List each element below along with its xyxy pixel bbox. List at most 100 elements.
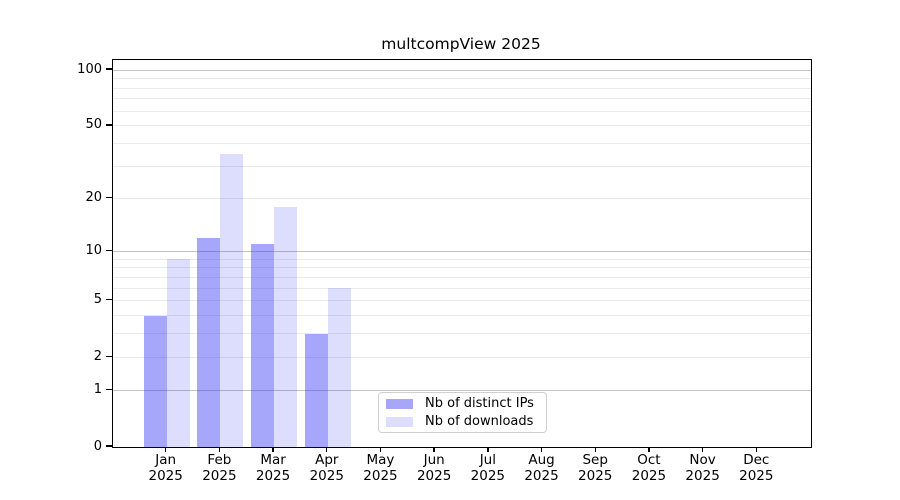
- month-label: Jan: [155, 452, 177, 468]
- x-tick: [648, 447, 650, 453]
- gridline-major: [113, 389, 811, 391]
- bar-distinct-ips-apr: [304, 333, 328, 447]
- year-label: 2025: [685, 467, 720, 484]
- x-tick: [487, 447, 489, 453]
- bar-distinct-ips-mar: [251, 244, 275, 447]
- legend-label-distinct-ips: Nb of distinct IPs: [425, 395, 534, 411]
- y-tick: [106, 68, 112, 70]
- y-tick: [106, 445, 112, 447]
- x-tick-label-apr: Apr 2025: [292, 452, 362, 484]
- year-label: 2025: [309, 467, 344, 484]
- y-tick-label: 100: [77, 61, 102, 77]
- gridline-minor: [113, 166, 811, 168]
- y-tick-label: 2: [93, 348, 102, 364]
- y-tick: [106, 388, 112, 391]
- x-tick: [433, 447, 435, 453]
- y-tick-label: 1: [93, 381, 102, 397]
- gridline-minor: [113, 300, 811, 302]
- bar-distinct-ips-jan: [143, 315, 167, 447]
- year-label: 2025: [202, 467, 237, 484]
- gridline-minor: [113, 98, 811, 100]
- x-tick-label-feb: Feb 2025: [184, 452, 254, 484]
- gridline-minor: [113, 267, 811, 269]
- plot-area: [112, 59, 812, 448]
- x-tick-label-aug: Aug 2025: [507, 452, 577, 484]
- gridline-minor: [113, 197, 811, 199]
- x-tick: [164, 447, 167, 453]
- gridline-minor: [113, 315, 811, 317]
- x-tick-label-jun: Jun 2025: [399, 452, 469, 484]
- y-tick: [106, 355, 112, 357]
- x-tick: [272, 447, 274, 453]
- x-tick: [218, 447, 221, 453]
- gridline-minor: [113, 287, 811, 289]
- year-label: 2025: [631, 467, 667, 484]
- gridline-minor: [113, 258, 811, 260]
- legend-item-distinct-ips: Nb of distinct IPs: [386, 396, 539, 412]
- gridline-minor: [113, 125, 811, 127]
- year-label: 2025: [255, 467, 291, 484]
- year-label: 2025: [524, 467, 559, 484]
- bar-distinct-ips-feb: [197, 237, 221, 447]
- y-tick-label: 0: [93, 438, 102, 454]
- x-tick: [701, 447, 704, 453]
- x-tick: [755, 447, 757, 453]
- gridline-minor: [113, 110, 811, 112]
- y-tick-label: 50: [85, 117, 102, 133]
- x-tick: [326, 447, 328, 453]
- legend-swatch-downloads: [386, 416, 413, 427]
- legend: Nb of distinct IPs Nb of downloads: [378, 392, 547, 433]
- year-label: 2025: [578, 467, 613, 484]
- y-tick: [106, 249, 112, 251]
- legend-label-downloads: Nb of downloads: [425, 413, 534, 429]
- month-label: Apr: [315, 452, 339, 468]
- year-label: 2025: [416, 467, 452, 484]
- y-tick-label: 20: [85, 189, 102, 205]
- month-label: Mar: [260, 452, 286, 468]
- y-tick-label: 10: [85, 242, 102, 258]
- bar-downloads-mar: [274, 206, 298, 447]
- gridline-major: [113, 250, 811, 252]
- x-tick-label-oct: Oct 2025: [614, 452, 684, 484]
- bar-downloads-feb: [220, 154, 244, 447]
- gridline-minor: [113, 78, 811, 80]
- x-tick: [540, 447, 543, 453]
- year-label: 2025: [739, 467, 774, 484]
- x-tick-label-nov: Nov 2025: [668, 452, 738, 484]
- bar-downloads-apr: [327, 288, 351, 447]
- y-tick: [106, 299, 112, 301]
- gridline-minor: [113, 276, 811, 278]
- x-tick: [594, 447, 596, 453]
- gridline-minor: [113, 87, 811, 89]
- year-label: 2025: [148, 467, 183, 484]
- y-tick-label: 5: [93, 292, 102, 308]
- gridline-major: [113, 69, 811, 71]
- gridline-minor: [113, 333, 811, 335]
- year-label: 2025: [470, 467, 506, 484]
- legend-item-downloads: Nb of downloads: [386, 414, 539, 430]
- x-tick-label-jul: Jul 2025: [453, 452, 523, 484]
- legend-swatch-distinct-ips: [386, 398, 413, 409]
- x-tick-label-mar: Mar 2025: [238, 452, 308, 484]
- y-tick: [106, 196, 112, 199]
- month-label: Aug: [528, 452, 555, 468]
- month-label: Dec: [743, 452, 770, 468]
- x-tick-label-dec: Dec 2025: [721, 452, 791, 484]
- month-label: Jul: [479, 452, 496, 468]
- month-label: Nov: [689, 452, 716, 468]
- x-tick: [379, 447, 382, 453]
- month-label: Oct: [637, 452, 661, 468]
- gridline-minor: [113, 356, 811, 358]
- x-tick-label-may: May 2025: [345, 452, 415, 484]
- bar-downloads-jan: [166, 259, 190, 447]
- year-label: 2025: [363, 467, 398, 484]
- month-label: Feb: [207, 452, 232, 468]
- chart-title: multcompView 2025: [381, 35, 541, 53]
- x-tick-label-sep: Sep 2025: [560, 452, 630, 484]
- x-tick-label-jan: Jan 2025: [131, 452, 201, 484]
- month-label: Sep: [582, 452, 608, 468]
- month-label: Jun: [423, 452, 445, 468]
- y-tick: [106, 124, 112, 126]
- month-label: May: [366, 452, 395, 468]
